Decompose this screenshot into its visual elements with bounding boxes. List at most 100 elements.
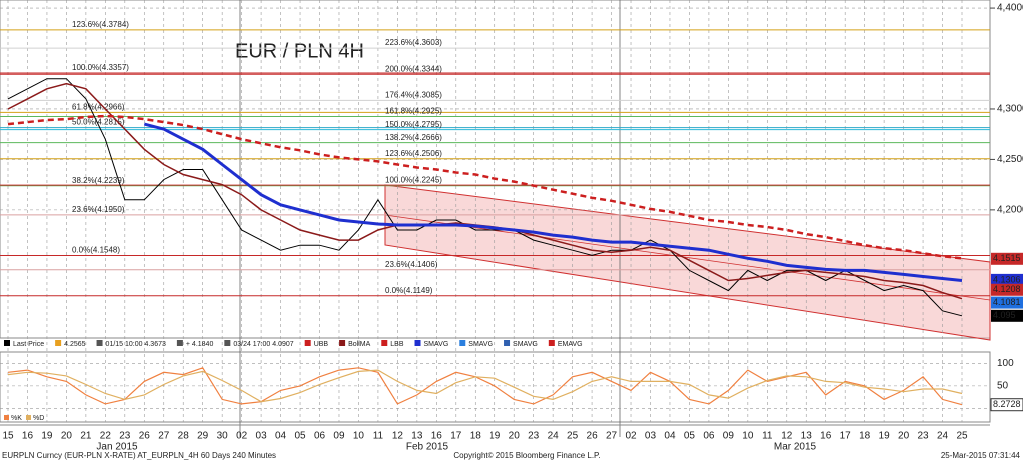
fib-label: 0.0%(4.1149) — [385, 286, 433, 295]
fib-label: 100.0%(4.3357) — [72, 63, 129, 72]
legend-label: BollMA — [348, 341, 371, 348]
x-tick-label: 26 — [587, 431, 599, 442]
price-tag — [991, 252, 1023, 265]
x-tick-label: 19 — [489, 431, 501, 442]
legend-swatch — [459, 340, 466, 346]
fib-label: 123.6%(4.3784) — [72, 20, 129, 29]
x-tick-label: 30 — [217, 431, 229, 442]
x-tick-label: 24 — [937, 431, 949, 442]
x-tick-label: 10 — [353, 431, 365, 442]
x-tick-label: 20 — [509, 431, 521, 442]
price-tag — [991, 283, 1023, 296]
legend-swatch — [55, 340, 62, 346]
y-tick-label: 4,3000 — [997, 104, 1023, 115]
legend-swatch — [548, 340, 555, 346]
footer-center: Copyright© 2015 Bloomberg Finance L.P. — [453, 451, 600, 460]
price-tag-label: 4.1306 — [993, 274, 1021, 284]
x-tick-label: 25 — [956, 431, 968, 442]
price-tag-label: 4.1208 — [993, 284, 1021, 294]
legend-swatch — [4, 415, 9, 420]
legend-swatch — [26, 415, 31, 420]
x-tick-label: 27 — [158, 431, 170, 442]
price-tag-label: 8.2728 — [993, 399, 1021, 409]
x-tick-label: 03 — [645, 431, 657, 442]
fib-label: 223.6%(4.3603) — [385, 38, 442, 47]
legend-swatch — [4, 340, 10, 346]
y-tick-label: 4,2000 — [997, 205, 1023, 216]
x-tick-label: 20 — [61, 431, 73, 442]
legend-label: EMAVG — [558, 341, 583, 348]
legend-label: %D — [33, 415, 44, 422]
legend-label: SMAVG — [513, 341, 538, 348]
fib-label: 23.6%(4.1406) — [385, 260, 438, 269]
x-tick-label: 05 — [684, 431, 696, 442]
legend-label: + 4.1840 — [186, 341, 214, 348]
legend-label: SMAVG — [424, 341, 449, 348]
legend-swatch — [96, 340, 103, 346]
legend-label: UBB — [314, 341, 329, 348]
price-tag — [991, 296, 1023, 309]
price-line — [7, 114, 963, 260]
x-tick-label: 23 — [917, 431, 929, 442]
fib-label: 200.0%(4.3344) — [385, 64, 442, 73]
stochastic-line — [7, 369, 963, 403]
x-tick-label: 06 — [314, 431, 326, 442]
x-tick-label: 21 — [80, 431, 92, 442]
legend-swatch — [414, 340, 421, 346]
x-tick-label: 02 — [625, 431, 637, 442]
x-tick-label: 06 — [703, 431, 715, 442]
fib-label: 50.0%(4.2815) — [72, 118, 125, 127]
x-tick-label: 05 — [294, 431, 306, 442]
fib-label: 176.4%(4.3085) — [385, 91, 442, 100]
x-tick-label: 15 — [2, 431, 14, 442]
x-tick-label: 18 — [859, 431, 871, 442]
x-tick-label: 02 — [236, 431, 248, 442]
x-tick-label: 20 — [898, 431, 910, 442]
fib-label: 38.2%(4.2239) — [72, 176, 125, 185]
month-label: Feb 2015 — [406, 442, 449, 453]
x-tick-label: 25 — [567, 431, 579, 442]
footer-right: 25-Mar-2015 07:31:44 — [941, 451, 1021, 460]
fib-label: 138.2%(4.2666) — [385, 133, 442, 142]
fib-label: 0.0%(4.1548) — [72, 246, 120, 255]
price-tag — [991, 273, 1023, 286]
x-tick-label: 13 — [411, 431, 423, 442]
x-tick-label: 11 — [373, 431, 384, 442]
x-tick-label: 11 — [762, 431, 773, 442]
chart-title: EUR / PLN 4H — [235, 40, 364, 62]
footer-left: EURPLN Curncy (EUR-PLN X-RATE) AT_EURPLN… — [2, 451, 276, 460]
price-tag-label: 4.1515 — [993, 253, 1021, 263]
x-tick-label: 24 — [548, 431, 560, 442]
fib-label: 150.0%(4.2795) — [385, 120, 442, 129]
legend-label: 03/24 17:00 4.0907 — [233, 341, 293, 348]
legend-swatch — [304, 340, 311, 346]
x-tick-label: 12 — [781, 431, 793, 442]
x-tick-label: 22 — [100, 431, 112, 442]
month-label: Jan 2015 — [96, 442, 138, 453]
legend-label: 01/15 10:00 4.3673 — [106, 341, 166, 348]
month-label: Mar 2015 — [774, 442, 817, 453]
x-tick-label: 10 — [742, 431, 754, 442]
y-tick-label: 100 — [997, 358, 1014, 369]
x-tick-label: 04 — [275, 431, 287, 442]
fib-label: 23.6%(4.1950) — [72, 205, 125, 214]
price-line — [143, 122, 963, 282]
legend-swatch — [176, 340, 183, 346]
x-tick-label: 12 — [392, 431, 404, 442]
y-tick-label: 4,2500 — [997, 154, 1023, 165]
price-tag — [991, 309, 1023, 322]
stochastic-line — [7, 367, 963, 406]
x-tick-label: 19 — [879, 431, 891, 442]
channel-mid — [384, 214, 991, 301]
y-tick-label: 50 — [997, 381, 1009, 392]
price-tag-label: 4.1081 — [993, 297, 1021, 307]
x-tick-label: 16 — [431, 431, 443, 442]
x-tick-label: 17 — [840, 431, 852, 442]
fib-label: 123.6%(4.2506) — [385, 149, 442, 158]
legend-label: Last Price — [13, 341, 44, 348]
legend-swatch — [224, 340, 231, 346]
price-tag — [990, 398, 1023, 412]
fib-label: 161.8%(4.2925) — [385, 107, 442, 116]
x-tick-label: 23 — [119, 431, 131, 442]
